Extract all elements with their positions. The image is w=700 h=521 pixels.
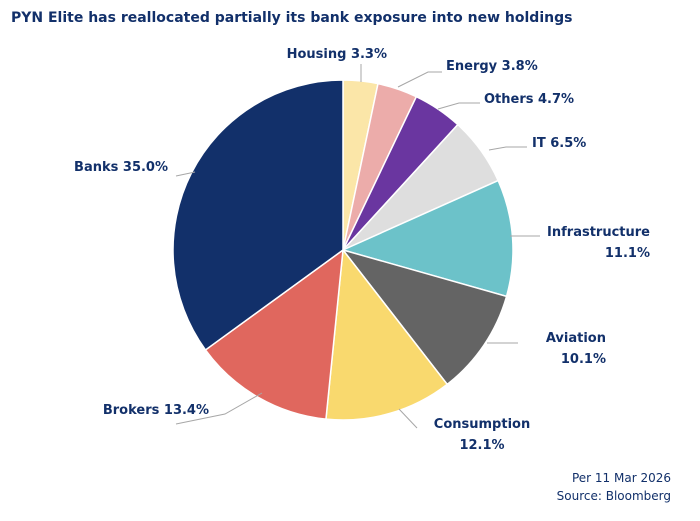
date-note: Per 11 Mar 2026 <box>572 471 671 485</box>
slice-labels: Housing 3.3% Energy 3.8% Others 4.7% IT 6.5… <box>74 47 650 453</box>
leader-line-energy <box>397 71 442 88</box>
chart-title: PYN Elite has reallocated partially its … <box>11 10 572 26</box>
leader-line-brokers <box>175 392 263 425</box>
slice-aviation <box>341 248 508 386</box>
leader-line-consumption <box>398 408 418 429</box>
data-label-banks: Banks 35.0% <box>74 160 168 175</box>
pie-slices <box>172 79 514 421</box>
source-note: Source: Bloomberg <box>557 489 671 503</box>
slice-consumption <box>325 248 449 421</box>
data-label-others: Others 4.7% <box>484 92 574 107</box>
data-label-consumption-1: Consumption <box>434 417 530 432</box>
data-label-energy: Energy 3.8% <box>446 59 538 74</box>
leader-line-banks <box>175 171 196 177</box>
leader-lines <box>175 64 540 429</box>
data-label-aviation-1: Aviation <box>546 331 606 346</box>
data-label-it: IT 6.5% <box>532 136 586 151</box>
slice-brokers <box>204 248 344 420</box>
data-label-infrastructure-2: 11.1% <box>605 246 650 261</box>
data-label-consumption-2: 12.1% <box>459 438 504 453</box>
data-label-infrastructure-1: Infrastructure <box>547 225 650 240</box>
slice-infrastructure <box>340 179 514 298</box>
data-label-aviation-2: 10.1% <box>561 352 606 367</box>
leader-line-it <box>488 146 527 151</box>
leader-line-others <box>437 102 480 110</box>
data-label-housing: Housing 3.3% <box>287 47 387 62</box>
data-label-brokers: Brokers 13.4% <box>103 403 209 418</box>
